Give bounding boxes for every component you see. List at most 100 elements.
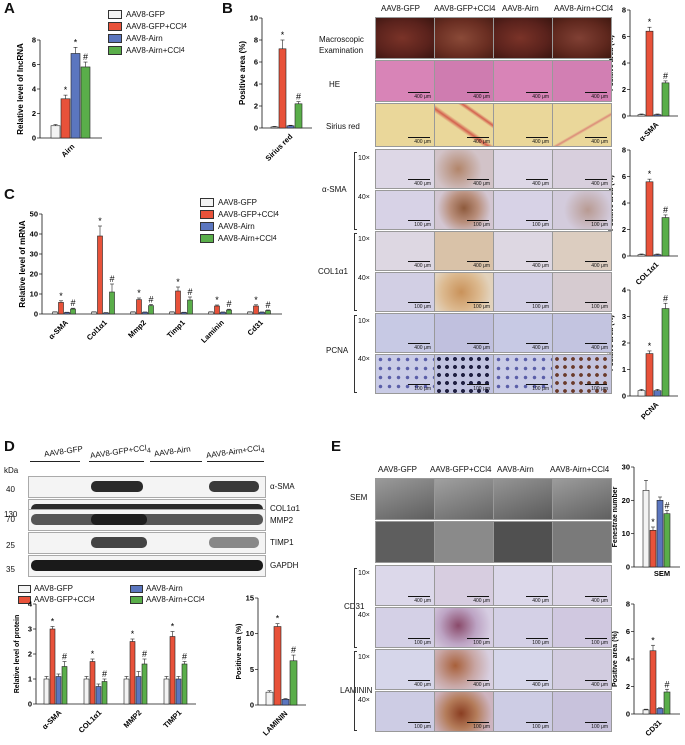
legend-label: AAV8-Airn+CCl (126, 45, 181, 55)
category-label: CD31 (643, 718, 663, 738)
y-axis-label: Positive area (%) (238, 41, 247, 105)
category-label: PCNA (639, 400, 661, 422)
scale-bar (526, 301, 548, 303)
kda-marker: 40 (6, 485, 15, 494)
scale-bar-label: 400 μm (591, 345, 608, 351)
legend-label: AAV8-GFP+CCl (218, 209, 275, 219)
bar (278, 48, 287, 129)
category-label: SEM (654, 569, 670, 578)
scale-bar-label: 400 μm (473, 139, 490, 145)
row-label-he: HE (329, 80, 341, 89)
scale-bar-label: 400 μm (532, 263, 549, 269)
category-label: α-SMA (40, 708, 64, 732)
scale-bar (526, 136, 548, 138)
bar (187, 299, 193, 315)
legend-item-airn: AAV8-Airn (200, 220, 279, 232)
bar (220, 311, 226, 315)
bar (661, 82, 670, 117)
significance-mark: * (648, 341, 652, 351)
legend-swatch (130, 595, 143, 604)
y-tick-label: 4 (626, 655, 631, 664)
legend-swatch (200, 209, 214, 219)
legend-label: AAV8-Airn+CCl (218, 233, 273, 243)
legend-swatch (200, 221, 214, 231)
mag-label: 40× (358, 356, 370, 363)
significance-mark: * (648, 169, 652, 179)
significance-mark: # (663, 293, 668, 303)
scale-bar-label: 400 μm (532, 598, 549, 604)
mag-label: 10× (358, 236, 370, 243)
asma-10x-image: 400 μm (434, 149, 494, 189)
category-label: COL1α1 (77, 708, 104, 735)
bar (226, 309, 232, 315)
legend-swatch (200, 233, 214, 243)
asma-10x-image: 400 μm (375, 149, 435, 189)
scale-bar (585, 342, 607, 344)
asma-40x-image: 100 μm (493, 190, 553, 230)
scale-bar-label: 400 μm (414, 139, 431, 145)
y-tick-label: 2 (622, 339, 626, 348)
blot-band (31, 560, 263, 571)
significance-mark: * (131, 629, 135, 639)
bar (637, 114, 646, 117)
bar (642, 490, 650, 568)
significance-mark: * (281, 30, 285, 40)
liver-image (375, 17, 435, 59)
scale-bar (467, 301, 489, 303)
y-tick-label: 0 (32, 134, 36, 143)
legend-swatch (130, 584, 143, 593)
pcna-10x-image: 400 μm (434, 313, 494, 353)
legend-c: AAV8-GFP AAV8-GFP+CCl 4 AAV8-Airn AAV8-Ai… (200, 196, 279, 244)
bar (270, 126, 279, 129)
bar (286, 125, 295, 129)
bar (661, 308, 670, 397)
sirius-image: 400 μm (552, 103, 612, 147)
y-tick-label: 0 (622, 112, 626, 121)
kda-label: kDa (4, 466, 19, 475)
scale-bar (408, 219, 430, 221)
legend-item-gfp-ccl4: AAV8-GFP+CCl 4 (200, 208, 279, 220)
scale-bar-label: 400 μm (591, 139, 608, 145)
scale-bar (408, 383, 430, 385)
y-tick-label: 5 (250, 665, 254, 674)
scale-bar-label: 400 μm (532, 682, 549, 688)
bar (637, 254, 646, 257)
scale-bar (526, 721, 548, 723)
bar (55, 676, 62, 705)
scale-bar (408, 342, 430, 344)
legend-swatch (18, 595, 31, 604)
bar (289, 660, 298, 706)
col1-40x-image: 100 μm (434, 272, 494, 312)
mag-label: 40× (358, 612, 370, 619)
bar (281, 698, 290, 706)
scale-bar-label: 400 μm (532, 94, 549, 100)
scale-bar (408, 637, 430, 639)
blot-mmp2 (28, 509, 266, 531)
scale-bar-label: 100 μm (473, 386, 490, 392)
y-tick-label: 20 (622, 496, 630, 505)
scale-bar-label: 100 μm (414, 304, 431, 310)
legend-item-gfp: AAV8-GFP (108, 8, 187, 20)
significance-mark: * (137, 288, 141, 298)
scale-bar-label: 400 μm (591, 263, 608, 269)
y-tick-label: 2 (622, 85, 626, 94)
scale-bar (408, 136, 430, 138)
blot-protein-label: GAPDH (270, 561, 299, 570)
scale-bar (526, 342, 548, 344)
sem-zoom-image (434, 521, 494, 563)
pcna-10x-image: 400 μm (375, 313, 435, 353)
he-image: 400 μm (493, 60, 553, 102)
legend-item-gfp: AAV8-GFP (200, 196, 279, 208)
bar (653, 254, 662, 257)
y-tick-label: 2 (622, 225, 626, 234)
legend-a: AAV8-GFP AAV8-GFP+CCl 4 AAV8-Airn AAV8-Ai… (108, 8, 187, 56)
scale-bar (408, 178, 430, 180)
significance-mark: # (664, 679, 669, 689)
laminin-10x-image: 400 μm (375, 649, 435, 690)
bar (642, 709, 650, 715)
y-tick-label: 10 (246, 629, 254, 638)
bar (89, 661, 96, 705)
pcna-40x-image: 100 μm (434, 354, 494, 394)
blot-protein-label: α-SMA (270, 482, 295, 491)
significance-mark: # (226, 299, 231, 309)
